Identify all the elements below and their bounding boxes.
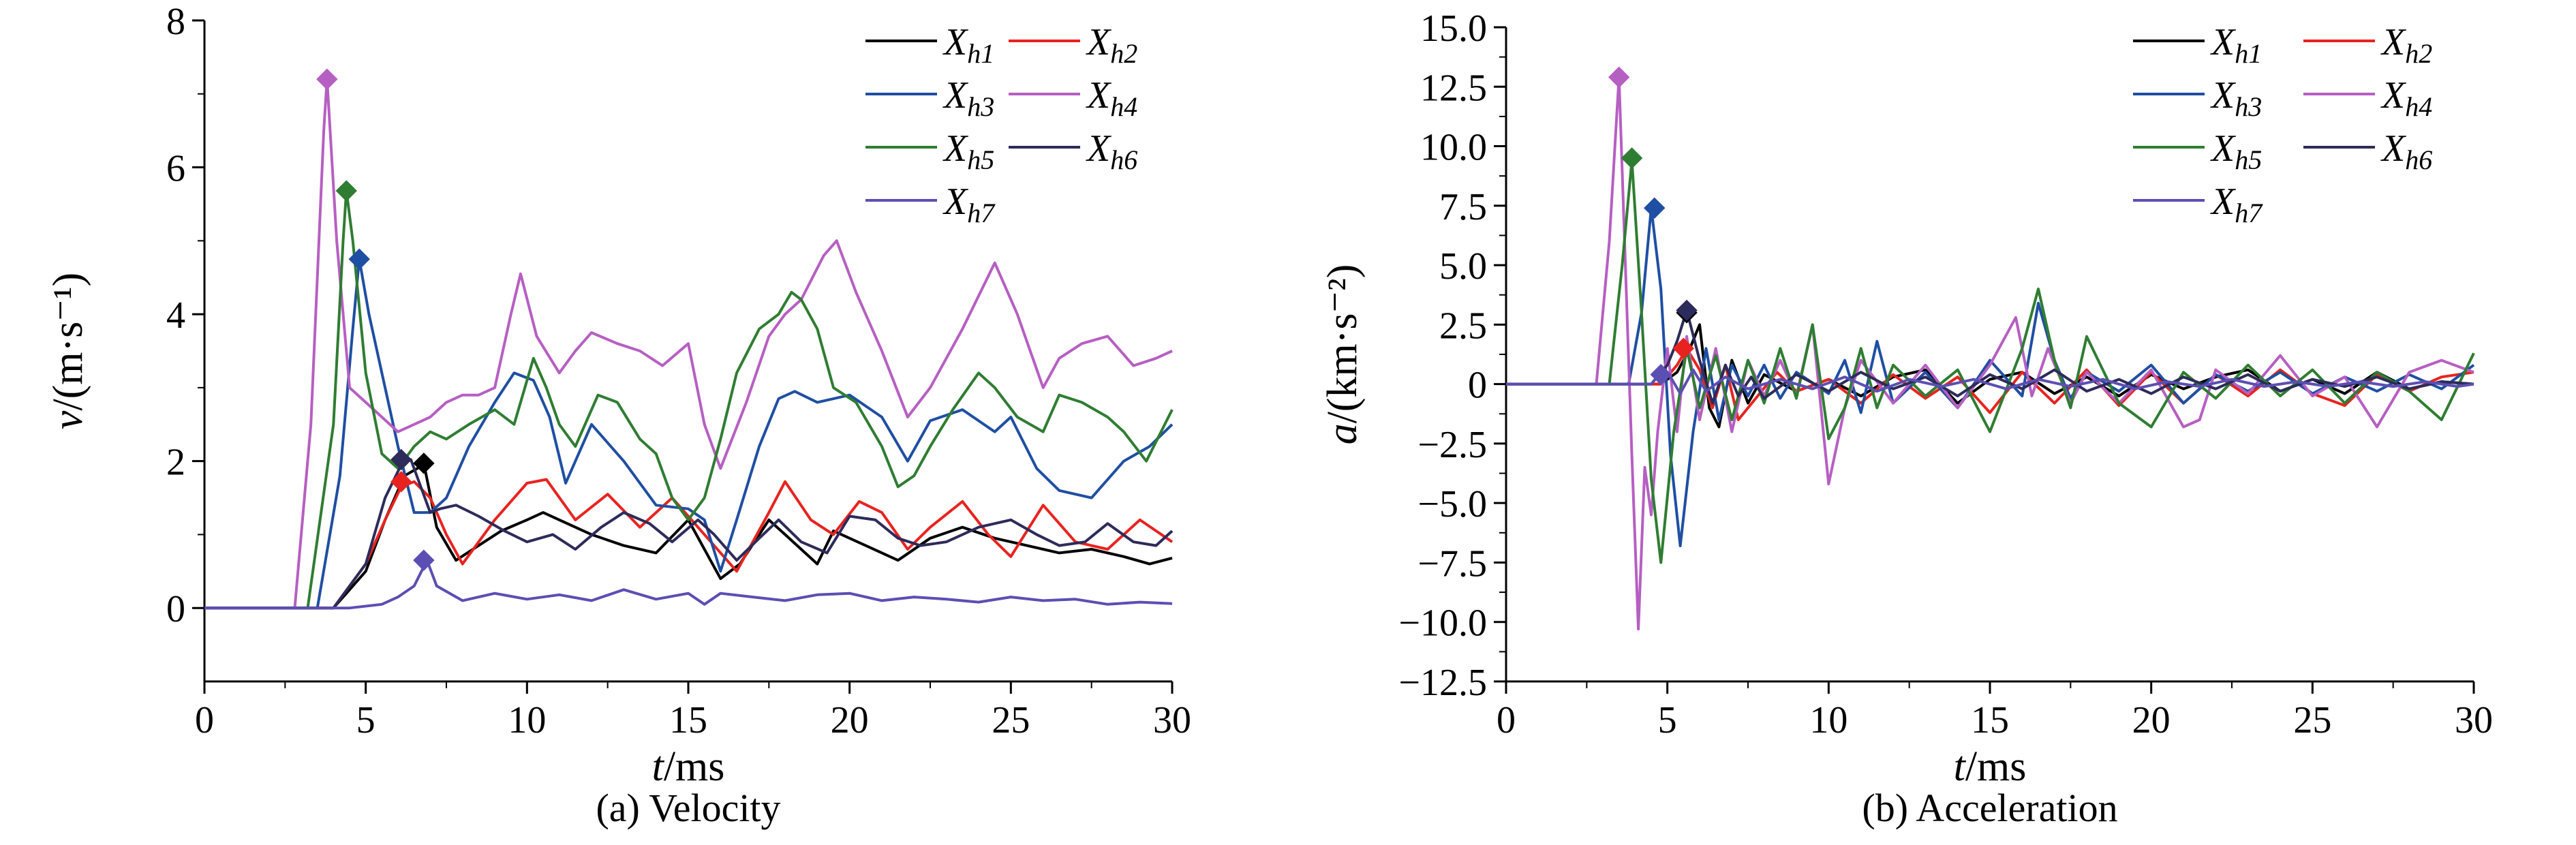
peak-marker-h6 [1676, 299, 1698, 322]
x-tick-label: 15 [1971, 699, 2009, 741]
x-tick-label: 30 [2455, 699, 2493, 741]
legend-label-h5: Xh5 [2210, 127, 2262, 175]
peak-marker-h3 [1644, 197, 1666, 219]
x-tick-label: 5 [1658, 699, 1677, 741]
legend-label-h6: Xh6 [2380, 127, 2432, 175]
y-tick-label: 10.0 [1420, 127, 1487, 169]
peak-marker-h5 [1621, 147, 1643, 169]
velocity-chart: 0 5 10 15 20 25 30 0 2 4 6 8 t/ms v/(m·s⁻¹) (a) Veloci… [45, 1, 1191, 830]
y-axis-title: a/(km·s⁻²) [1319, 264, 1366, 445]
legend-label-h3: Xh3 [942, 74, 994, 122]
x-tick-label: 15 [669, 699, 707, 741]
x-tick-label: 25 [992, 699, 1030, 741]
y-tick-label: −7.5 [1417, 542, 1487, 585]
series-line-h7 [1506, 368, 2474, 395]
x-tick-label: 30 [1153, 699, 1191, 741]
y-tick-label: 15.0 [1420, 7, 1487, 50]
peak-marker-h6 [390, 448, 412, 471]
y-tick-label: 12.5 [1420, 67, 1487, 109]
peak-marker-h5 [335, 180, 357, 202]
peak-marker-h1 [413, 452, 435, 474]
legend-label-h2: Xh2 [1086, 21, 1137, 69]
y-tick-label: 0 [166, 588, 185, 630]
x-axis-title: t/ms [652, 743, 725, 790]
legend-label-h6: Xh6 [1086, 127, 1137, 175]
legend-label-h4: Xh4 [2380, 74, 2432, 122]
y-tick-label: 4 [166, 294, 185, 337]
y-tick-label: 6 [166, 148, 185, 190]
y-tick-label: 2 [166, 442, 185, 484]
acceleration-chart: 0 5 10 15 20 25 30 −12.5 −10.0 −7.5 −5.0 −2.5 0 2.5 5.… [1319, 7, 2493, 830]
series-line-h3 [1506, 206, 2475, 547]
series-line-h6 [204, 458, 1174, 610]
x-tick-label: 0 [195, 699, 214, 741]
peak-marker-h4 [316, 68, 338, 90]
x-tick-label: 10 [508, 699, 546, 741]
y-tick-label: 7.5 [1439, 186, 1487, 228]
peak-marker-h7 [413, 549, 435, 571]
chart-caption: (b) Acceleration [1862, 786, 2117, 830]
legend-label-h7: Xh7 [2210, 181, 2263, 228]
legend-label-h1: Xh1 [942, 21, 994, 69]
legend-label-h1: Xh1 [2210, 21, 2262, 69]
series-line-h4 [1506, 76, 2474, 631]
legend-label-h7: Xh7 [942, 181, 996, 228]
peak-marker-h3 [348, 248, 370, 270]
legend-label-h5: Xh5 [942, 127, 994, 175]
peak-marker-h4 [1608, 66, 1630, 89]
y-axis-title: v/(m·s⁻¹) [45, 273, 91, 429]
x-tick-label: 5 [356, 699, 375, 741]
legend-label-h3: Xh3 [2210, 74, 2262, 122]
peak-marker-h2 [390, 471, 412, 493]
y-tick-label: −5.0 [1417, 483, 1487, 525]
chart-caption: (a) Velocity [596, 786, 780, 830]
series-line-h6 [1506, 309, 2474, 405]
peak-marker-h2 [1672, 337, 1695, 359]
y-tick-label: 0 [1468, 365, 1487, 407]
peak-marker-h7 [1650, 363, 1672, 386]
series-line-h4 [204, 78, 1173, 610]
y-tick-label: 8 [166, 1, 185, 43]
y-tick-label: −2.5 [1417, 424, 1487, 466]
series-line-h3 [204, 258, 1174, 610]
legend-label-h4: Xh4 [1086, 74, 1137, 122]
x-tick-label: 25 [2293, 699, 2331, 741]
y-tick-label: −10.0 [1398, 602, 1487, 645]
x-tick-label: 20 [2132, 699, 2171, 741]
x-tick-label: 0 [1497, 699, 1516, 741]
legend-label-h2: Xh2 [2380, 21, 2432, 69]
y-tick-label: 2.5 [1439, 305, 1487, 347]
y-tick-label: 5.0 [1439, 245, 1487, 288]
y-tick-label: −12.5 [1398, 662, 1487, 704]
x-tick-label: 20 [831, 699, 869, 741]
x-tick-label: 10 [1809, 699, 1847, 741]
x-axis-title: t/ms [1954, 743, 2027, 790]
series-line-h5 [1506, 159, 2475, 564]
